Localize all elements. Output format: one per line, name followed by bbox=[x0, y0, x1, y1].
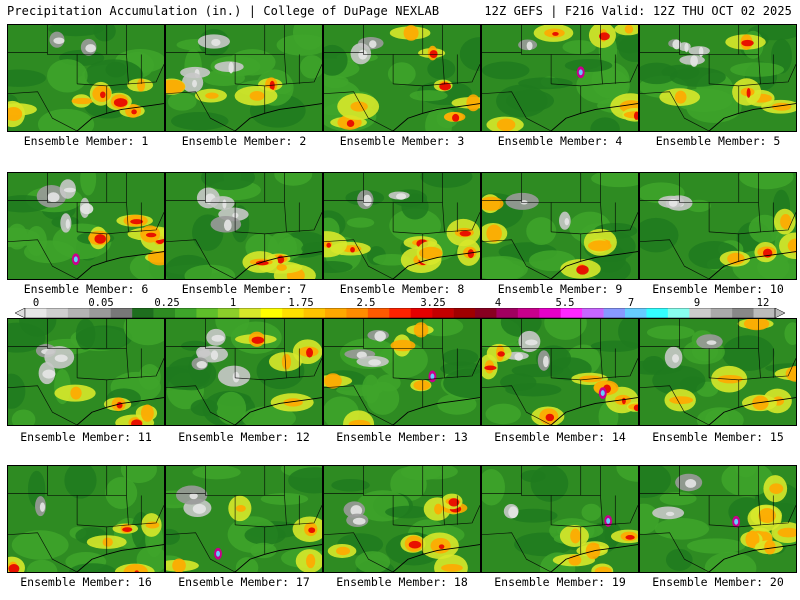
ensemble-member-label: Ensemble Member: 13 bbox=[336, 430, 468, 444]
ensemble-member-label: Ensemble Member: 10 bbox=[652, 282, 784, 296]
colorbar-tick-label: 9 bbox=[693, 297, 701, 309]
map-title: Precipitation Accumulation (in.) | Colle… bbox=[7, 4, 440, 18]
ensemble-member-map bbox=[323, 24, 481, 132]
ensemble-member-map bbox=[323, 318, 481, 426]
colorbar-tick-label: 1 bbox=[229, 297, 237, 309]
colorbar-tick-label: 1.75 bbox=[288, 297, 314, 309]
ensemble-member-map bbox=[7, 24, 165, 132]
ensemble-member-map bbox=[7, 172, 165, 280]
colorbar-tick-label: 3.25 bbox=[420, 297, 446, 309]
ensemble-member-label: Ensemble Member: 17 bbox=[178, 575, 310, 589]
ensemble-member-map bbox=[639, 318, 797, 426]
ensemble-member-label: Ensemble Member: 11 bbox=[20, 430, 152, 444]
colorbar-tick-label: 0.05 bbox=[88, 297, 114, 309]
ensemble-member-label: Ensemble Member: 15 bbox=[652, 430, 784, 444]
ensemble-member-map bbox=[165, 172, 323, 280]
ensemble-member-label: Ensemble Member: 18 bbox=[336, 575, 468, 589]
run-valid-time: 12Z GEFS | F216 Valid: 12Z THU OCT 02 20… bbox=[484, 4, 792, 18]
ensemble-member-map bbox=[7, 318, 165, 426]
ensemble-member-label: Ensemble Member: 9 bbox=[497, 282, 623, 296]
colorbar-tick-label: 12 bbox=[756, 297, 770, 309]
ensemble-member-map bbox=[323, 465, 481, 573]
ensemble-member-label: Ensemble Member: 7 bbox=[181, 282, 307, 296]
ensemble-member-map bbox=[323, 172, 481, 280]
colorbar-tick-label: 5.5 bbox=[555, 297, 575, 309]
colorbar-tick-label: 0.25 bbox=[154, 297, 180, 309]
ensemble-member-label: Ensemble Member: 2 bbox=[181, 134, 307, 148]
ensemble-member-map bbox=[639, 172, 797, 280]
ensemble-member-map bbox=[639, 465, 797, 573]
ensemble-member-label: Ensemble Member: 1 bbox=[23, 134, 149, 148]
ensemble-member-map bbox=[481, 172, 639, 280]
ensemble-member-label: Ensemble Member: 5 bbox=[655, 134, 781, 148]
colorbar-tick-label: 4 bbox=[494, 297, 502, 309]
colorbar-tick-label: 2.5 bbox=[356, 297, 376, 309]
ensemble-member-map bbox=[165, 24, 323, 132]
ensemble-member-map bbox=[639, 24, 797, 132]
colorbar-tick-label: 0 bbox=[32, 297, 40, 309]
ensemble-member-label: Ensemble Member: 16 bbox=[20, 575, 152, 589]
ensemble-member-map bbox=[7, 465, 165, 573]
ensemble-member-label: Ensemble Member: 12 bbox=[178, 430, 310, 444]
ensemble-member-label: Ensemble Member: 6 bbox=[23, 282, 149, 296]
ensemble-member-map bbox=[481, 318, 639, 426]
ensemble-member-map bbox=[165, 318, 323, 426]
precip-colorbar bbox=[15, 308, 785, 318]
colorbar-tick-label: 7 bbox=[627, 297, 635, 309]
ensemble-member-label: Ensemble Member: 19 bbox=[494, 575, 626, 589]
ensemble-member-label: Ensemble Member: 4 bbox=[497, 134, 623, 148]
ensemble-member-label: Ensemble Member: 8 bbox=[339, 282, 465, 296]
ensemble-member-map bbox=[481, 465, 639, 573]
ensemble-member-map bbox=[165, 465, 323, 573]
colorbar-labels: 0 0.05 0.25 1 1.75 2.5 3.25 4 5.5 7 9 12 bbox=[0, 297, 800, 309]
ensemble-member-map bbox=[481, 24, 639, 132]
ensemble-member-label: Ensemble Member: 3 bbox=[339, 134, 465, 148]
ensemble-member-label: Ensemble Member: 20 bbox=[652, 575, 784, 589]
ensemble-member-label: Ensemble Member: 14 bbox=[494, 430, 626, 444]
